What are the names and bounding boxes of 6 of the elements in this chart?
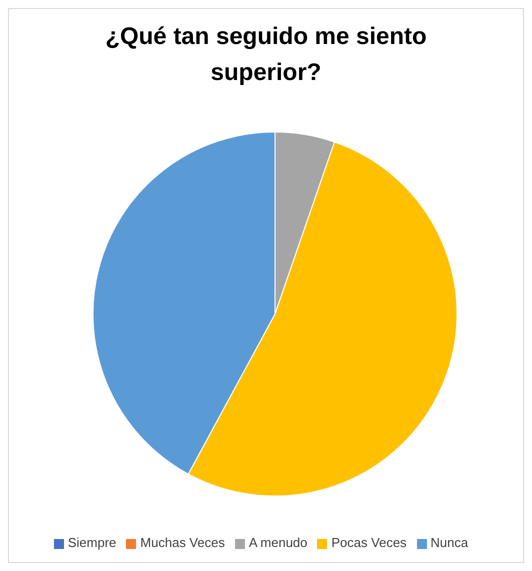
legend-label: Siempre [68, 535, 116, 550]
legend-label: Nunca [430, 535, 468, 550]
legend-label: Muchas Veces [140, 535, 225, 550]
legend-label: Pocas Veces [331, 535, 407, 550]
chart-title: ¿Qué tan seguido me siento superior? [104, 22, 428, 88]
legend-label: A menudo [248, 535, 308, 550]
